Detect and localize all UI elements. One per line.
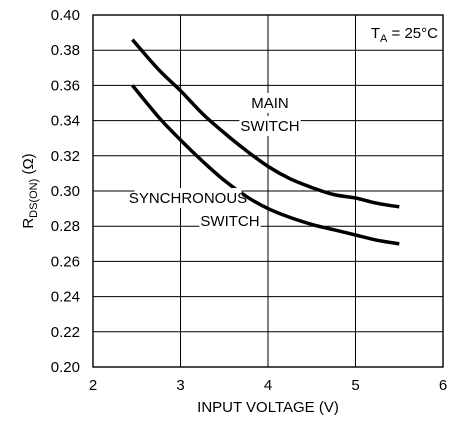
y-tick-label: 0.22 xyxy=(51,324,80,341)
series-label-bg xyxy=(248,93,292,113)
y-tick-labels: 0.20 0.22 0.24 0.26 0.28 0.30 0.32 0.34 0.36 0.38… xyxy=(51,7,80,376)
x-tick-label: 5 xyxy=(351,377,359,394)
x-tick-label: 6 xyxy=(439,377,447,394)
y-axis-label: RDS(ON) (Ω) xyxy=(20,153,40,228)
series-labels: MAIN SWITCH SYNCHRONOUS SWITCH xyxy=(129,93,301,231)
y-axis-label-sub: DS(ON) xyxy=(28,179,40,218)
y-tick-label: 0.26 xyxy=(51,253,80,270)
x-tick-label: 4 xyxy=(264,377,272,394)
synchronous-switch-curve xyxy=(131,84,400,246)
temperature-annotation: TA = 25°C xyxy=(371,25,438,45)
curves xyxy=(131,38,400,246)
x-tick-label: 2 xyxy=(89,377,97,394)
synchronous-switch-label-line1: SYNCHRONOUS xyxy=(129,190,247,207)
annotation-sub: A xyxy=(380,33,388,45)
series-label-bg xyxy=(134,188,242,208)
y-axis-label-rest: (Ω) xyxy=(20,153,37,178)
annotation-prefix: T xyxy=(371,25,380,42)
y-tick-label: 0.20 xyxy=(51,359,80,376)
y-tick-label: 0.28 xyxy=(51,218,80,235)
y-tick-label: 0.36 xyxy=(51,77,80,94)
series-label-bg xyxy=(199,211,261,231)
y-tick-label: 0.32 xyxy=(51,148,80,165)
plot-frame xyxy=(92,14,444,368)
temperature-annotation-bg xyxy=(358,20,441,44)
y-tick-label: 0.30 xyxy=(51,183,80,200)
series-label-bg xyxy=(239,116,301,136)
main-switch-label-line2: SWITCH xyxy=(240,118,299,135)
y-tick-label: 0.38 xyxy=(51,42,80,59)
y-tick-label: 0.24 xyxy=(51,289,80,306)
y-axis-label-main: R xyxy=(20,218,37,229)
annotation-suffix: = 25°C xyxy=(387,25,438,42)
main-switch-label-line1: MAIN xyxy=(251,95,289,112)
x-tick-label: 3 xyxy=(176,377,184,394)
y-tick-label: 0.34 xyxy=(51,113,80,130)
synchronous-switch-label-line2: SWITCH xyxy=(200,213,259,230)
main-switch-curve xyxy=(131,38,400,209)
grid xyxy=(93,15,443,367)
x-axis-label: INPUT VOLTAGE (V) xyxy=(197,399,339,416)
y-tick-label: 0.40 xyxy=(51,7,80,24)
x-tick-labels: 2 3 4 5 6 xyxy=(89,377,447,394)
